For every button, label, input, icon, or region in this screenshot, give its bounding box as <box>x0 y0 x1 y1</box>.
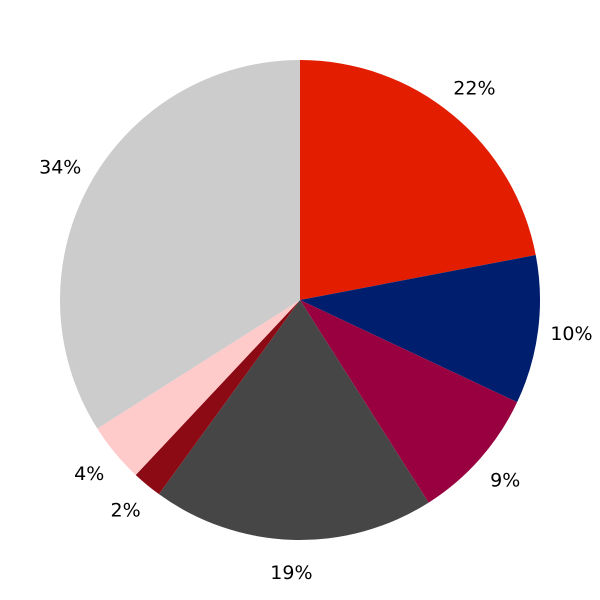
slice-label: 2% <box>111 499 141 521</box>
slice-label: 9% <box>490 469 520 491</box>
pie-slice <box>300 255 541 403</box>
pie-slice <box>158 300 429 540</box>
pie-slice <box>97 300 300 475</box>
pie-slice <box>60 60 300 429</box>
slice-label: 4% <box>74 463 104 485</box>
pie-slice <box>300 60 536 300</box>
pie-slice <box>135 300 300 495</box>
slice-label: 22% <box>453 78 495 100</box>
slice-label: 34% <box>39 157 81 179</box>
slice-label: 10% <box>550 323 592 345</box>
slice-label: 19% <box>270 562 312 584</box>
pie-slice <box>300 300 518 503</box>
